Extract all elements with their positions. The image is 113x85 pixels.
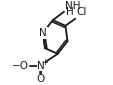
Text: +: +: [41, 58, 48, 67]
Text: NH: NH: [65, 1, 80, 11]
Text: Cl: Cl: [76, 7, 86, 17]
Text: O: O: [36, 74, 45, 84]
Text: N: N: [37, 61, 44, 71]
Text: H: H: [66, 7, 73, 17]
Text: −O: −O: [12, 61, 29, 71]
Text: N: N: [39, 28, 46, 38]
